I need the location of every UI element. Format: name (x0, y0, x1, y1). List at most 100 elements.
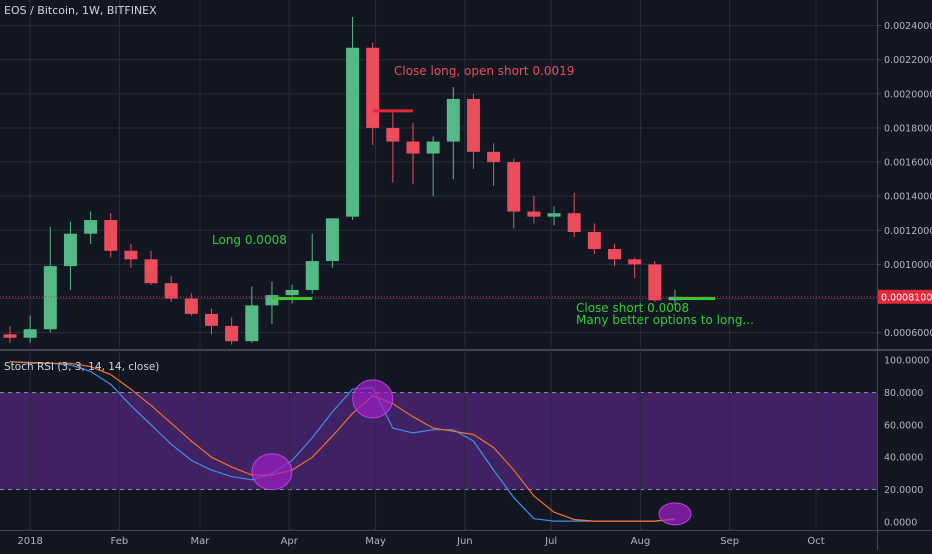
candle (225, 317, 239, 345)
candle (567, 192, 581, 238)
candle (124, 243, 138, 268)
candle (43, 226, 57, 333)
candle (164, 276, 178, 302)
annotation-long: Long 0.0008 (212, 233, 287, 247)
candle (527, 196, 541, 224)
time-tick-label: May (365, 536, 386, 547)
indicator-title: Stoch RSI (3, 3, 14, 14, close) (4, 361, 159, 373)
candle (325, 218, 339, 268)
candle-body (285, 290, 299, 296)
candle (648, 261, 662, 302)
candle-body (386, 127, 400, 142)
candle (386, 112, 400, 183)
stoch-tick-label: 0.0000 (884, 517, 917, 528)
time-tick-label: Apr (281, 536, 299, 547)
candle-body (567, 213, 581, 232)
candle-body (205, 313, 218, 326)
candle-body (164, 283, 178, 299)
candle (285, 284, 299, 304)
candle (547, 206, 561, 226)
candle-body (366, 47, 380, 128)
candle-body (608, 249, 621, 260)
candle (587, 223, 601, 255)
time-tick-label: Sep (720, 536, 739, 547)
candle (346, 17, 360, 221)
candle-body (426, 141, 440, 154)
price-tick-label: 0.00100000 (884, 260, 932, 271)
candle-body (265, 295, 279, 306)
candle-body (3, 334, 17, 338)
candle-body (446, 98, 460, 142)
candle-body (507, 162, 521, 212)
candle-body (466, 98, 480, 152)
candle-body (325, 218, 339, 261)
candle (84, 211, 98, 244)
price-pane (0, 0, 877, 348)
time-tick-label: 2018 (17, 536, 42, 547)
candle-body (63, 233, 77, 267)
candle (104, 213, 118, 258)
highlight-circle (251, 453, 293, 491)
candle (3, 325, 17, 343)
candle (608, 243, 621, 267)
candle (23, 315, 37, 343)
candle (63, 221, 77, 290)
price-tick-label: 0.00240000 (884, 21, 932, 32)
highlight-circle (658, 502, 692, 526)
candle (406, 122, 420, 185)
candle-body (104, 220, 118, 251)
candle-body (144, 259, 158, 284)
candle-body (487, 151, 501, 163)
candle-body (23, 329, 37, 338)
candle (205, 308, 218, 335)
candle-body (124, 250, 138, 260)
last-price-tag (878, 289, 932, 304)
candle-body (184, 298, 198, 314)
annotation-better-options: Many better options to long... (576, 313, 754, 327)
stoch-band (0, 392, 877, 490)
candle-body (245, 305, 259, 342)
candle-body (628, 259, 642, 265)
last-price-label: 0.00081005 (881, 292, 932, 303)
stoch-tick-label: 60.0000 (884, 420, 923, 431)
candle (507, 158, 521, 229)
candle (628, 257, 642, 279)
time-tick-label: Jun (456, 536, 473, 547)
candle-body (305, 261, 319, 290)
candle (426, 136, 440, 197)
candle (487, 143, 501, 186)
candle (184, 293, 198, 316)
time-tick-label: Feb (111, 536, 129, 547)
candle-body (346, 47, 360, 217)
price-tick-label: 0.00200000 (884, 89, 932, 100)
candle-body (84, 220, 98, 234)
candle (366, 42, 380, 145)
time-tick-label: Jul (544, 536, 557, 547)
price-tick-label: 0.00120000 (884, 226, 932, 237)
stoch-tick-label: 80.0000 (884, 388, 923, 399)
highlight-circle (352, 379, 394, 419)
candle-body (648, 264, 662, 301)
candle-body (406, 141, 420, 154)
candle (466, 93, 480, 169)
time-tick-label: Oct (807, 536, 824, 547)
price-tick-label: 0.00180000 (884, 123, 932, 134)
candle-body (225, 325, 239, 342)
candle-body (43, 266, 57, 330)
candle-body (547, 213, 561, 217)
candle (245, 286, 259, 343)
stoch-tick-label: 100.0000 (884, 356, 929, 367)
stoch-tick-label: 40.0000 (884, 453, 923, 464)
candle-body (527, 211, 541, 217)
stoch-k-line (9, 361, 675, 522)
candle-body (587, 232, 601, 250)
time-tick-label: Aug (631, 536, 651, 547)
price-tick-label: 0.00140000 (884, 192, 932, 203)
stoch-tick-label: 20.0000 (884, 485, 923, 496)
annotation-close-long: Close long, open short 0.0019 (394, 64, 574, 78)
candle (144, 250, 158, 285)
candle (265, 281, 279, 325)
price-tick-label: 0.00160000 (884, 158, 932, 169)
